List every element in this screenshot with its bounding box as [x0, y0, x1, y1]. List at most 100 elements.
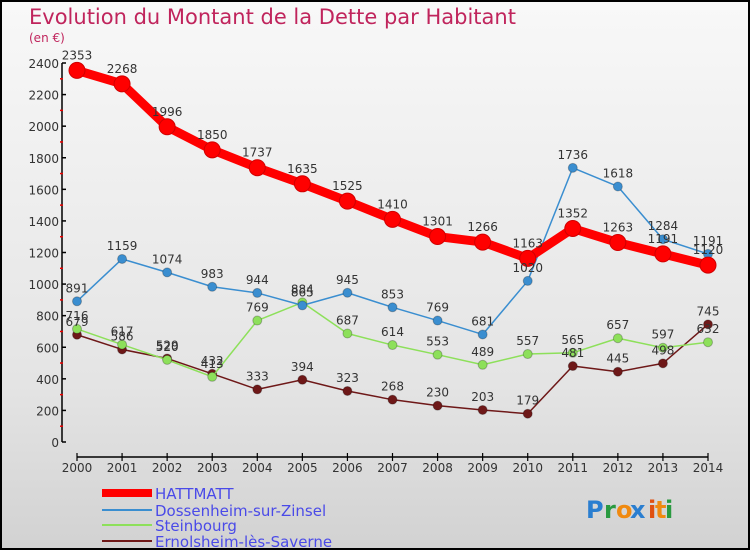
data-label: 481	[561, 346, 584, 360]
data-label: 681	[471, 314, 494, 328]
data-point	[207, 371, 218, 382]
data-label: 617	[111, 325, 134, 339]
data-label: 1191	[693, 234, 724, 248]
y-tick-label: 200	[36, 404, 59, 418]
data-point	[252, 287, 263, 298]
data-label: 203	[471, 390, 494, 404]
data-label: 432	[201, 354, 224, 368]
data-point	[522, 408, 533, 419]
chart-subtitle: (en €)	[29, 31, 65, 45]
data-point	[522, 349, 533, 360]
data-label: 614	[381, 325, 404, 339]
data-label: 891	[66, 281, 89, 295]
y-tick-label: 2000	[28, 120, 59, 134]
data-point	[699, 256, 717, 274]
x-tick-label: 2010	[512, 461, 543, 475]
y-tick-label: 600	[36, 341, 59, 355]
data-label: 1410	[377, 197, 408, 211]
data-point	[387, 302, 398, 313]
x-tick-label: 2012	[603, 461, 634, 475]
data-point	[657, 234, 668, 245]
data-label: 657	[606, 318, 629, 332]
data-point	[338, 192, 356, 210]
data-label: 1266	[467, 220, 498, 234]
data-point	[567, 162, 578, 173]
logo-letter: x	[630, 496, 646, 524]
data-label: 1850	[197, 128, 228, 142]
x-tick-label: 2011	[558, 461, 589, 475]
data-label: 1996	[152, 105, 183, 119]
data-label: 597	[651, 328, 674, 342]
data-label: 1736	[558, 148, 589, 162]
data-point	[612, 181, 623, 192]
data-label: 1352	[558, 206, 589, 220]
data-point	[248, 159, 266, 177]
data-point	[342, 385, 353, 396]
data-label: 745	[697, 304, 720, 318]
data-point	[432, 315, 443, 326]
x-tick-label: 2003	[197, 461, 228, 475]
data-point	[703, 319, 713, 330]
data-label: 557	[516, 334, 539, 348]
data-label: 413	[201, 357, 224, 371]
data-label: 1163	[512, 236, 543, 250]
legend-label: Steinbourg	[155, 517, 237, 535]
data-point	[113, 75, 131, 93]
data-label: 1020	[512, 261, 543, 275]
data-point	[609, 234, 627, 252]
logo-letter: r	[604, 496, 616, 524]
x-tick-label: 2006	[332, 461, 363, 475]
y-tick-label: 1000	[28, 278, 59, 292]
data-label: 769	[246, 301, 269, 315]
data-label: 769	[426, 301, 449, 315]
data-label: 716	[66, 309, 89, 323]
y-tick-label: 1600	[28, 183, 59, 197]
data-point	[474, 233, 492, 251]
data-point	[519, 249, 537, 267]
data-point	[564, 219, 582, 237]
data-point	[162, 354, 173, 365]
data-label: 1737	[242, 146, 273, 160]
data-point	[477, 329, 488, 340]
data-label: 529	[156, 338, 179, 352]
y-tick-label: 1400	[28, 215, 59, 229]
data-point	[252, 384, 263, 395]
data-point	[654, 245, 672, 263]
data-point	[158, 118, 176, 136]
data-label: 2268	[107, 62, 138, 76]
x-tick-label: 2008	[422, 461, 453, 475]
data-point	[342, 328, 353, 339]
data-point	[567, 347, 578, 358]
x-tick-label: 2004	[242, 461, 273, 475]
data-point	[293, 175, 311, 193]
data-label: 394	[291, 360, 314, 374]
data-label: 1635	[287, 162, 318, 176]
legend-label: Ernolsheim-lès-Saverne	[155, 533, 332, 551]
y-tick-label: 0	[51, 436, 59, 450]
data-label: 323	[336, 371, 359, 385]
data-point	[477, 359, 488, 370]
data-label: 983	[201, 267, 224, 281]
y-tick-label: 2400	[28, 57, 59, 71]
data-point	[72, 296, 82, 307]
data-label: 1263	[603, 221, 634, 235]
data-point	[207, 281, 218, 292]
legend: HATTMATTDossenheim-sur-ZinselSteinbourgE…	[102, 485, 332, 551]
data-label: 489	[471, 345, 494, 359]
data-point	[567, 361, 578, 372]
data-point	[703, 337, 713, 348]
data-point	[68, 61, 86, 79]
x-tick-label: 2007	[377, 461, 408, 475]
data-label: 445	[606, 352, 629, 366]
data-label: 1159	[107, 239, 138, 253]
data-label: 679	[66, 315, 89, 329]
legend-label: HATTMATT	[155, 485, 234, 503]
data-label: 1120	[693, 243, 724, 257]
data-label: 884	[291, 282, 314, 296]
data-label: 586	[111, 329, 134, 343]
data-label: 179	[516, 394, 539, 408]
data-point	[117, 253, 128, 264]
data-label: 2353	[62, 48, 93, 62]
